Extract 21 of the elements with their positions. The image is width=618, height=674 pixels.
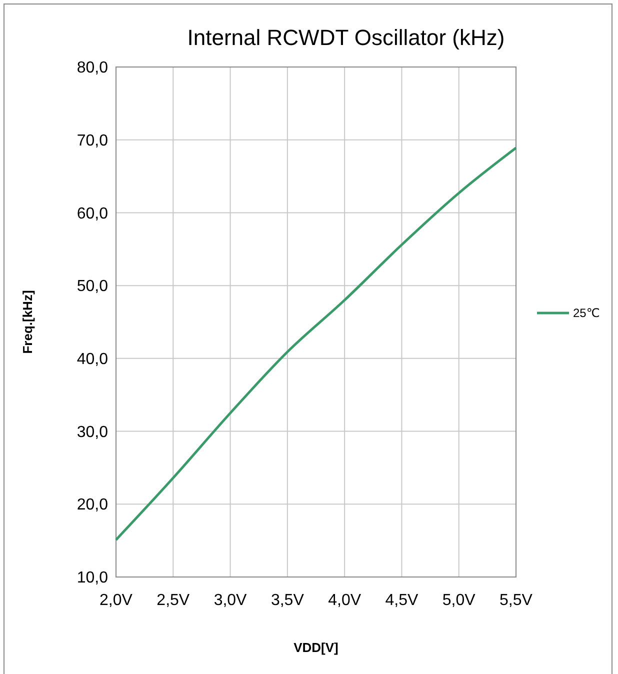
y-tick-label: 40,0 [76,351,108,368]
line-series [114,146,518,542]
x-tick-label: 4,0V [328,592,362,609]
x-tick-label: 4,5V [385,592,418,609]
legend-label: 25℃ [573,306,600,320]
y-tick-label: 70,0 [76,132,108,150]
chart-title: Internal RCWDT Oscillator (kHz) [187,25,505,50]
x-tick-label: 3,5V [270,592,304,609]
x-tick-label: 2,0V [100,592,133,609]
x-tick-label: 3,0V [214,592,248,609]
y-axis-title: Freq.[kHz] [20,290,35,354]
x-tick-label: 2,5V [156,592,190,609]
y-tick-label: 30,0 [76,424,108,441]
y-tick-label: 20,0 [76,496,108,514]
y-tick-label: 50,0 [76,278,108,296]
x-tick-label: 5,5V [500,592,533,609]
x-tick-label: 5,0V [442,592,476,609]
y-tick-label: 60,0 [76,205,108,222]
x-axis-title: VDD[V] [294,640,338,655]
y-tick-label: 10,0 [76,570,108,587]
y-tick-label: 80,0 [76,60,108,77]
